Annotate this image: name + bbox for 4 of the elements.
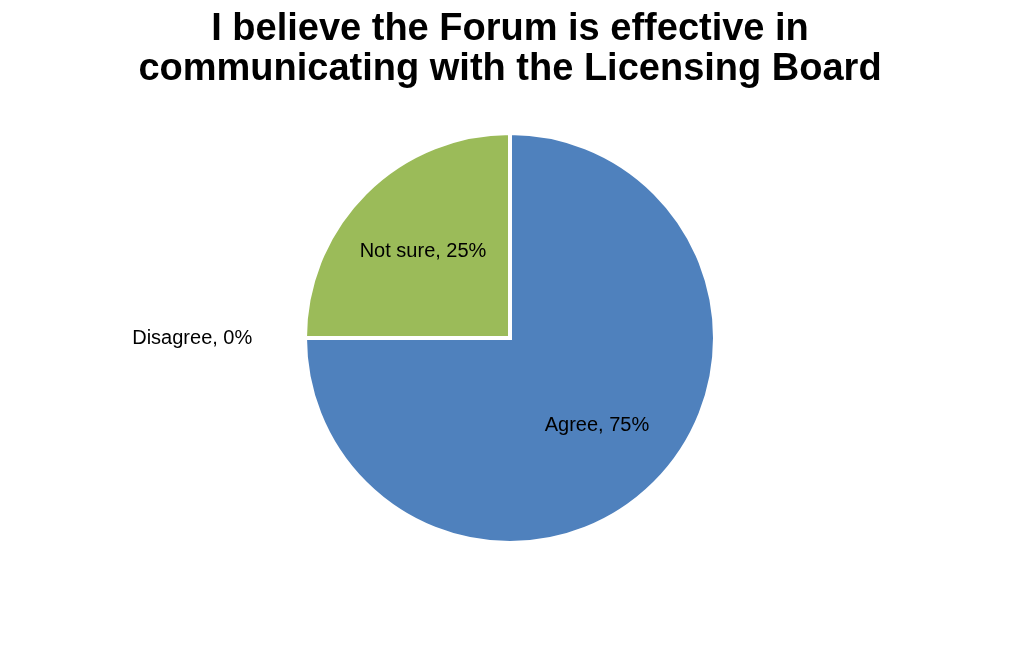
chart-title: I believe the Forum is effective in communicating with the Licensing Board [138, 6, 882, 88]
category-label: Disagree, 0% [132, 326, 253, 348]
slice-label: Not sure, 25% [359, 239, 487, 262]
slice-label: Agree, 75% [544, 412, 650, 435]
